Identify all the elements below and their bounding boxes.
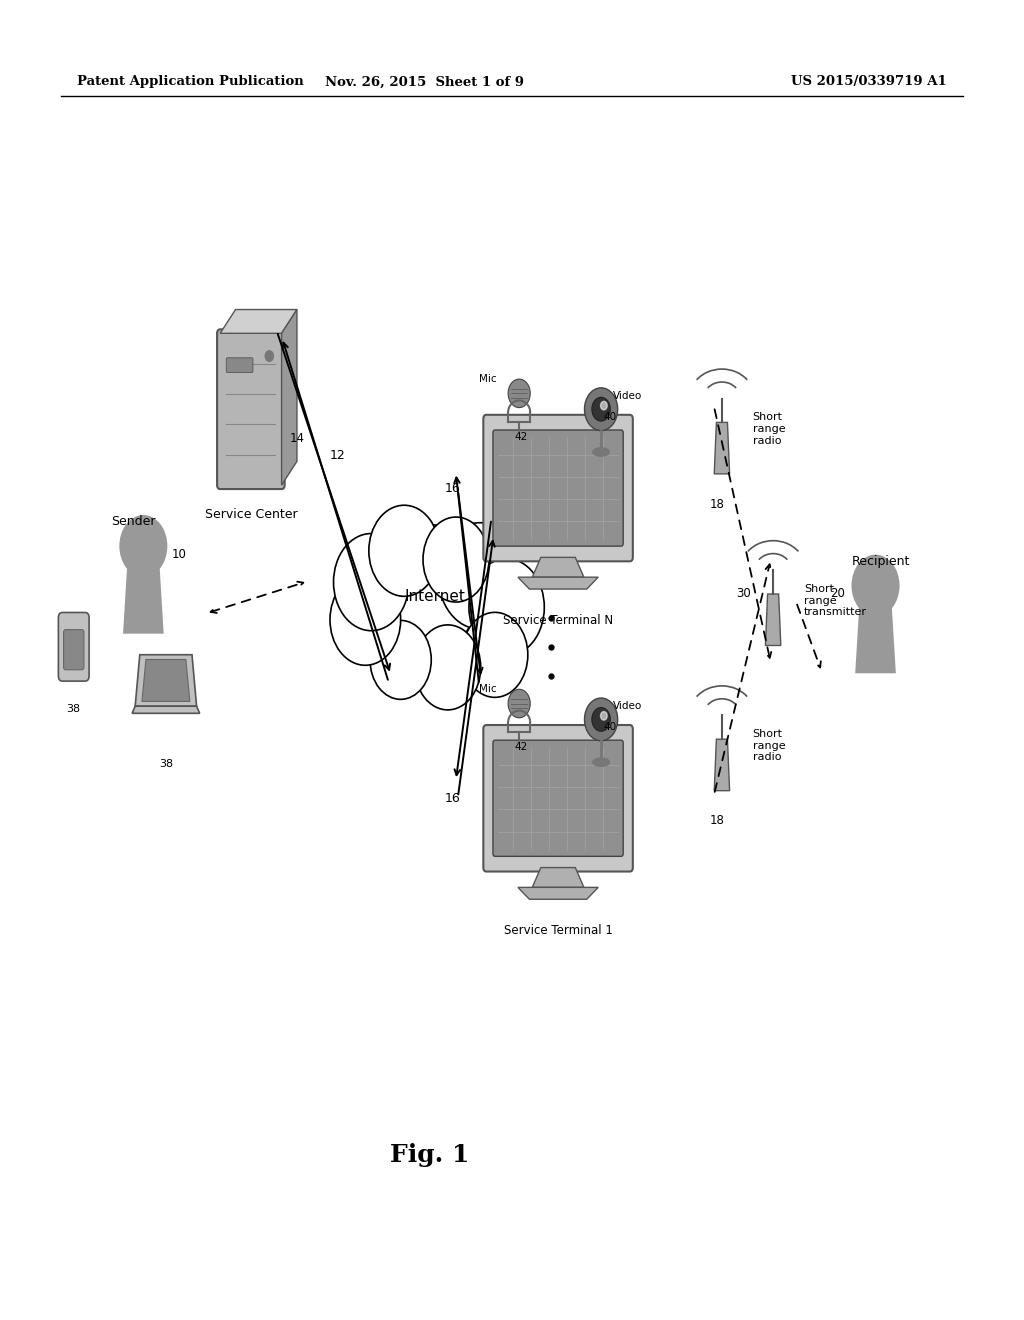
- Circle shape: [415, 624, 480, 710]
- Ellipse shape: [593, 758, 609, 767]
- Text: Short
range
radio: Short range radio: [753, 412, 785, 446]
- Polygon shape: [123, 568, 164, 634]
- Text: Service Terminal 1: Service Terminal 1: [504, 924, 612, 937]
- Text: 16: 16: [445, 792, 461, 805]
- Polygon shape: [142, 660, 189, 701]
- Text: Internet: Internet: [404, 589, 466, 605]
- Circle shape: [508, 689, 530, 718]
- Circle shape: [381, 524, 479, 652]
- Text: 20: 20: [829, 587, 845, 601]
- Circle shape: [369, 506, 439, 597]
- Text: Patent Application Publication: Patent Application Publication: [77, 75, 303, 88]
- FancyBboxPatch shape: [63, 630, 84, 669]
- Circle shape: [592, 708, 610, 731]
- Circle shape: [585, 388, 617, 430]
- Text: Mic: Mic: [479, 374, 497, 384]
- Circle shape: [120, 515, 167, 577]
- Circle shape: [852, 554, 899, 616]
- Circle shape: [334, 533, 409, 631]
- FancyBboxPatch shape: [493, 430, 624, 546]
- Polygon shape: [532, 557, 584, 577]
- Text: 38: 38: [159, 759, 173, 770]
- Text: US 2015/0339719 A1: US 2015/0339719 A1: [792, 75, 947, 88]
- Text: 18: 18: [710, 814, 724, 828]
- Circle shape: [462, 612, 527, 697]
- Polygon shape: [715, 739, 729, 791]
- FancyBboxPatch shape: [493, 741, 624, 857]
- Polygon shape: [282, 310, 297, 486]
- Polygon shape: [532, 867, 584, 887]
- Text: Service Center: Service Center: [205, 508, 297, 521]
- Polygon shape: [855, 607, 896, 673]
- Circle shape: [265, 351, 273, 362]
- FancyBboxPatch shape: [483, 414, 633, 561]
- Text: Short
range
transmitter: Short range transmitter: [804, 583, 867, 618]
- Text: 38: 38: [67, 704, 81, 714]
- Text: Service Terminal N: Service Terminal N: [503, 614, 613, 627]
- Circle shape: [508, 379, 530, 408]
- Polygon shape: [715, 422, 729, 474]
- Text: Recipient: Recipient: [851, 554, 910, 568]
- Polygon shape: [132, 706, 200, 713]
- Circle shape: [585, 698, 617, 741]
- Text: 12: 12: [330, 449, 346, 462]
- Ellipse shape: [593, 447, 609, 457]
- Text: 16: 16: [445, 482, 461, 495]
- Text: 10: 10: [172, 548, 187, 561]
- Text: Sender: Sender: [111, 515, 156, 528]
- Circle shape: [469, 558, 545, 656]
- FancyBboxPatch shape: [58, 612, 89, 681]
- Text: Fig. 1: Fig. 1: [390, 1143, 470, 1167]
- Text: 18: 18: [710, 498, 724, 511]
- Circle shape: [423, 517, 489, 602]
- Text: 42: 42: [515, 742, 527, 752]
- Text: 42: 42: [515, 432, 527, 442]
- Text: Video: Video: [613, 701, 643, 711]
- Text: 40: 40: [603, 722, 616, 733]
- Circle shape: [600, 711, 607, 721]
- Text: Short
range
radio: Short range radio: [753, 729, 785, 763]
- Polygon shape: [518, 887, 598, 899]
- Polygon shape: [220, 310, 297, 334]
- Text: Mic: Mic: [479, 684, 497, 694]
- Text: 14: 14: [290, 432, 305, 445]
- FancyBboxPatch shape: [483, 725, 633, 871]
- Circle shape: [600, 401, 607, 411]
- Text: 30: 30: [736, 587, 751, 601]
- FancyBboxPatch shape: [226, 358, 253, 372]
- Circle shape: [330, 574, 400, 665]
- Polygon shape: [135, 655, 197, 706]
- Circle shape: [370, 620, 431, 700]
- Circle shape: [438, 523, 521, 628]
- Text: 40: 40: [603, 412, 616, 422]
- Polygon shape: [766, 594, 780, 645]
- Circle shape: [592, 397, 610, 421]
- Polygon shape: [518, 577, 598, 589]
- Text: Video: Video: [613, 391, 643, 401]
- FancyBboxPatch shape: [217, 330, 285, 490]
- Text: Nov. 26, 2015  Sheet 1 of 9: Nov. 26, 2015 Sheet 1 of 9: [326, 75, 524, 88]
